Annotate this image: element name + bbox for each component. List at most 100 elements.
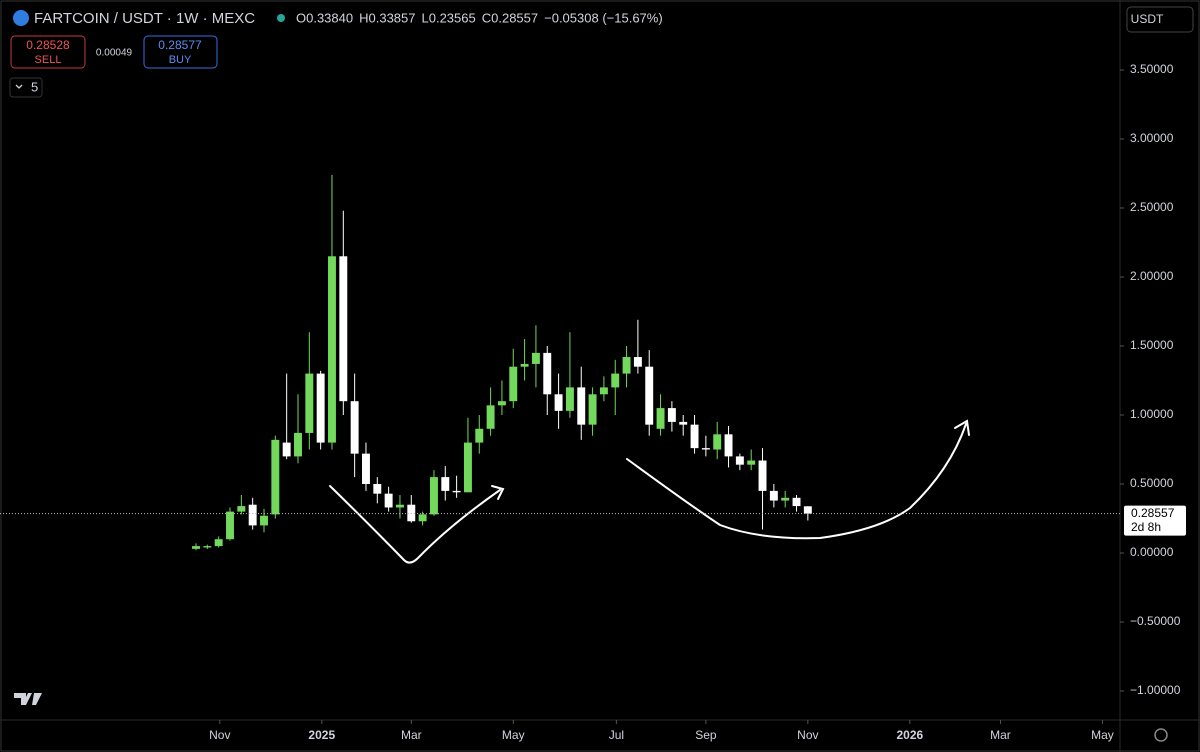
candle-body xyxy=(588,394,597,425)
candle-body xyxy=(260,515,268,526)
candle-body xyxy=(452,490,461,493)
x-tick-label: Mar xyxy=(990,728,1011,742)
candle xyxy=(758,448,767,530)
candle xyxy=(237,495,246,515)
candle xyxy=(384,486,393,512)
candle xyxy=(203,544,212,549)
x-tick-label: Nov xyxy=(797,728,818,742)
candle xyxy=(339,210,348,415)
y-tick-label: −1.00000 xyxy=(1130,683,1181,697)
candle-body xyxy=(294,432,302,457)
candle xyxy=(395,495,404,519)
buy-price: 0.28577 xyxy=(158,38,202,52)
buy-label: BUY xyxy=(169,54,192,66)
candle xyxy=(328,174,336,450)
candle xyxy=(645,350,654,436)
candle-body xyxy=(418,514,427,522)
candle xyxy=(747,449,756,471)
candle-body xyxy=(713,434,722,450)
candle-body xyxy=(328,256,336,443)
y-tick-label: 3.50000 xyxy=(1130,62,1174,76)
x-tick-label: May xyxy=(502,728,525,742)
candle xyxy=(543,345,552,415)
indicator-toggle[interactable] xyxy=(9,77,43,98)
candle-body xyxy=(384,493,393,508)
candle xyxy=(192,543,200,551)
candle-body xyxy=(667,408,676,422)
candle-body xyxy=(486,405,495,429)
candle xyxy=(452,475,461,498)
candle xyxy=(486,387,495,436)
candle-body xyxy=(192,546,200,549)
candle xyxy=(577,366,586,440)
candle-body xyxy=(747,460,756,465)
candle xyxy=(701,435,710,457)
candle xyxy=(781,490,790,508)
sell-price: 0.28528 xyxy=(26,38,70,52)
candle-body xyxy=(395,504,404,508)
candle xyxy=(679,414,688,436)
candle-body xyxy=(599,387,608,395)
candle-body xyxy=(656,408,665,429)
candle xyxy=(735,453,744,471)
candle xyxy=(599,376,608,402)
candle-body xyxy=(350,401,359,454)
candle xyxy=(362,442,370,491)
candle xyxy=(611,359,620,415)
x-tick-label: 2026 xyxy=(896,728,923,742)
candle-body xyxy=(633,357,642,367)
x-tick-label: 2025 xyxy=(308,728,335,742)
candle xyxy=(656,394,665,436)
candle xyxy=(305,332,314,450)
settings-icon[interactable] xyxy=(1154,728,1168,742)
candle xyxy=(724,426,733,468)
y-tick-label: 1.00000 xyxy=(1130,407,1174,421)
y-tick-label: −0.50000 xyxy=(1130,614,1181,628)
buy-button[interactable] xyxy=(143,35,218,69)
candle xyxy=(588,387,597,436)
candle xyxy=(463,417,472,493)
coin-icon xyxy=(13,10,29,26)
ohlc-value: −0.05308 (−15.67%) xyxy=(544,10,663,25)
x-tick-label: Sep xyxy=(695,728,717,742)
candle xyxy=(260,508,268,533)
currency: USDT xyxy=(1131,12,1164,26)
candle xyxy=(226,507,234,541)
spread: 0.00049 xyxy=(96,48,133,59)
x-tick-label: Mar xyxy=(401,728,422,742)
candle-body xyxy=(769,490,778,501)
candle-body xyxy=(271,439,280,515)
candle xyxy=(497,380,506,415)
candle-body xyxy=(316,373,325,443)
candle-body xyxy=(622,357,631,374)
drawn-curve xyxy=(626,423,967,540)
candle xyxy=(373,477,382,504)
candle-body xyxy=(429,477,438,515)
candle xyxy=(792,495,801,512)
candle-body xyxy=(362,453,370,485)
candle-body xyxy=(282,442,291,457)
sell-button[interactable] xyxy=(10,35,86,69)
drawn-curve xyxy=(329,485,501,564)
candle-body xyxy=(577,387,586,425)
ohlc-value: L0.23565 xyxy=(422,10,476,25)
annotations xyxy=(329,419,970,564)
candle xyxy=(622,345,631,388)
ohlc-value: C0.28557 xyxy=(482,10,538,25)
ohlc-value: H0.33857 xyxy=(359,10,415,25)
candle xyxy=(407,495,416,523)
candle-body xyxy=(701,448,710,450)
candle-body xyxy=(214,539,223,547)
candle-body xyxy=(758,460,767,491)
indicator-count: 5 xyxy=(31,79,38,94)
candle-body xyxy=(531,352,540,364)
sell-label: SELL xyxy=(35,54,62,66)
candle-body xyxy=(463,442,472,493)
candle xyxy=(769,484,778,508)
candle-body xyxy=(339,256,348,402)
currency-button[interactable] xyxy=(1126,6,1194,33)
candle-body xyxy=(724,434,733,457)
last-price-box xyxy=(1124,505,1186,536)
candle-body xyxy=(237,506,246,512)
